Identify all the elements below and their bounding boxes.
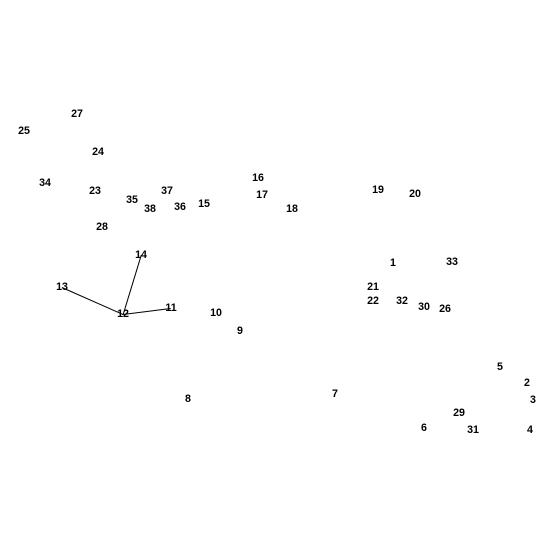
node-label: 2 — [524, 377, 530, 389]
edge — [123, 255, 142, 314]
node-label: 31 — [467, 424, 479, 436]
node-label: 24 — [92, 146, 104, 158]
node-label: 25 — [18, 125, 30, 137]
node-label: 3 — [530, 394, 536, 406]
node-label: 19 — [372, 184, 384, 196]
node-label: 32 — [396, 295, 408, 307]
node-label: 34 — [39, 177, 51, 189]
node-label: 18 — [286, 203, 298, 215]
network-diagram: 1234567891011121314151617181920212223242… — [0, 0, 560, 560]
node-label: 7 — [332, 388, 338, 400]
node-label: 9 — [237, 325, 243, 337]
node-label: 35 — [126, 194, 138, 206]
node-label: 37 — [161, 185, 173, 197]
node-label: 38 — [144, 203, 156, 215]
node-label: 6 — [421, 422, 427, 434]
edge — [62, 287, 123, 315]
node-label: 28 — [96, 221, 108, 233]
node-label: 1 — [390, 257, 396, 269]
edge — [123, 308, 171, 315]
node-label: 4 — [527, 424, 533, 436]
node-label: 17 — [256, 189, 268, 201]
node-label: 23 — [89, 185, 101, 197]
node-label: 27 — [71, 108, 83, 120]
node-label: 10 — [210, 307, 222, 319]
node-label: 36 — [174, 201, 186, 213]
node-label: 5 — [497, 361, 503, 373]
node-label: 29 — [453, 407, 465, 419]
node-label: 26 — [439, 303, 451, 315]
node-label: 16 — [252, 172, 264, 184]
node-label: 33 — [446, 256, 458, 268]
node-label: 21 — [367, 281, 379, 293]
node-label: 20 — [409, 188, 421, 200]
node-label: 15 — [198, 198, 210, 210]
node-label: 30 — [418, 301, 430, 313]
node-label: 22 — [367, 295, 379, 307]
node-label: 8 — [185, 393, 191, 405]
